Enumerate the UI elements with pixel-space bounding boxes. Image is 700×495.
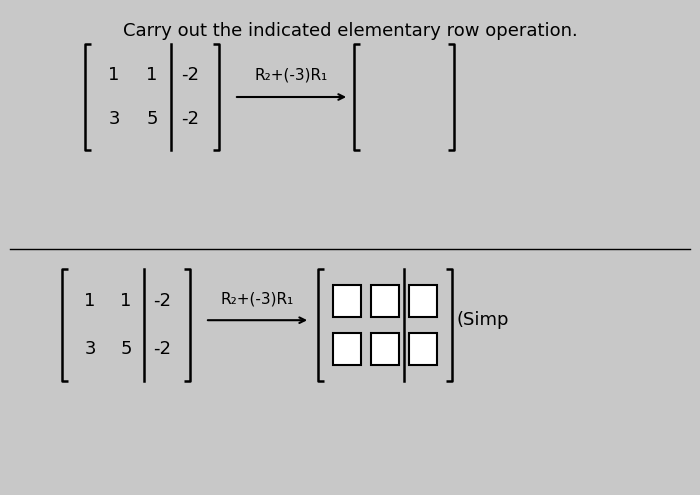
Text: -2: -2: [153, 292, 171, 310]
Bar: [410, 333, 437, 365]
Text: 5: 5: [120, 340, 132, 358]
Text: (Simp: (Simp: [457, 311, 510, 329]
Bar: [333, 285, 360, 317]
Text: 3: 3: [108, 110, 120, 129]
Text: 5: 5: [146, 110, 158, 129]
Bar: [333, 333, 360, 365]
Text: 1: 1: [146, 65, 158, 84]
Text: R₂+(-3)R₁: R₂+(-3)R₁: [221, 291, 294, 306]
Text: 1: 1: [84, 292, 96, 310]
Bar: [371, 333, 399, 365]
Bar: [410, 285, 437, 317]
Text: -2: -2: [153, 340, 171, 358]
Text: Carry out the indicated elementary row operation.: Carry out the indicated elementary row o…: [122, 22, 577, 40]
Text: -2: -2: [181, 110, 199, 129]
Text: 1: 1: [120, 292, 132, 310]
Text: R₂+(-3)R₁: R₂+(-3)R₁: [255, 68, 328, 83]
Bar: [371, 285, 399, 317]
Text: 3: 3: [84, 340, 96, 358]
Text: -2: -2: [181, 65, 199, 84]
Text: 1: 1: [108, 65, 120, 84]
